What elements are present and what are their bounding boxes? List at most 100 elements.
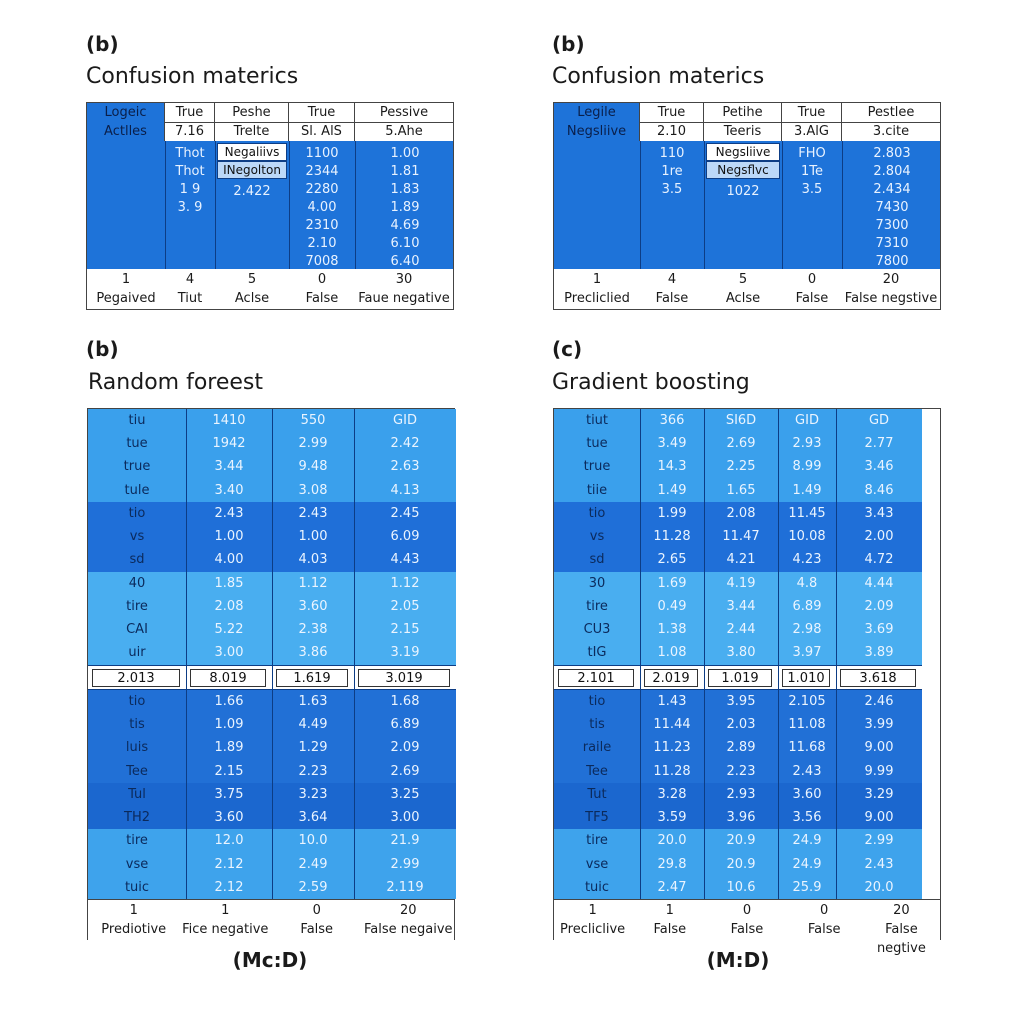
- table-cell: 2.98: [792, 622, 822, 638]
- matrix-column: 1022: [706, 183, 780, 201]
- footer-label: Precliclive: [560, 922, 626, 937]
- matrix-footer: 1 Pegaived 4 Tiut 5 Aclse 0 False 30 Faue neg…: [87, 269, 453, 309]
- matrix-cell: 3.5: [801, 182, 823, 197]
- row-label: tIG: [587, 645, 607, 661]
- row-label: vs: [129, 529, 145, 545]
- table-row: tio 1.43 3.95 2.105 2.46: [554, 689, 922, 714]
- footer-label: False: [655, 291, 689, 306]
- matrix-box: Negsflvc: [706, 161, 780, 179]
- row-label: luis: [125, 740, 149, 756]
- table-row: tIG 1.08 3.80 3.97 3.89: [554, 641, 922, 665]
- table-cell: 9.00: [864, 810, 894, 826]
- table-cell: 3.60: [792, 786, 822, 802]
- row-label: 30: [588, 575, 606, 591]
- table-cell: 2.89: [726, 740, 756, 756]
- row-label: tiut: [585, 413, 609, 428]
- table-cell: 1.69: [657, 575, 687, 591]
- table-cell: 2.105: [788, 693, 826, 709]
- table-cell: 1942: [212, 436, 246, 452]
- matrix-cell: 1.89: [390, 200, 420, 215]
- matrix-cell: 2.804: [873, 164, 911, 179]
- table-cell: 2.44: [726, 622, 756, 638]
- footer-label: False negtive: [876, 922, 926, 956]
- table-cell: GD: [868, 413, 890, 428]
- table-cell: 1.66: [214, 693, 244, 709]
- row-label: tis: [129, 717, 145, 733]
- table-cell: 3.64: [298, 810, 328, 826]
- footer-number: 1: [665, 903, 674, 918]
- row-label: Tut: [587, 786, 607, 802]
- footer-number: 4: [667, 272, 677, 287]
- column-divider: [778, 409, 779, 899]
- table-cell: 2.59: [298, 879, 328, 895]
- table-cell: 5.22: [214, 622, 244, 638]
- table-cell: 3.89: [864, 645, 894, 661]
- row-label: tue: [126, 436, 148, 452]
- matrix-cell: 7008: [305, 254, 339, 269]
- row-label: tuic: [124, 879, 150, 895]
- matrix-cell: 2344: [305, 164, 339, 179]
- footer-label: False: [653, 922, 687, 937]
- header-cell: Legile: [554, 103, 640, 122]
- table-cell: 3.86: [298, 645, 328, 661]
- matrix-cell: FHO: [798, 146, 826, 161]
- panel-label: (b): [86, 337, 119, 361]
- table-cell: 3.96: [726, 810, 756, 826]
- row-label: tiu: [128, 413, 146, 428]
- footer-label: Fice negative: [182, 922, 269, 937]
- table-cell: 11.28: [653, 763, 691, 779]
- table-cell: 2.12: [214, 879, 244, 895]
- table-cell: 4.19: [726, 575, 756, 591]
- table-cell: 11.44: [653, 717, 691, 733]
- table-cell: 11.08: [788, 717, 826, 733]
- table-cell: 20.0: [864, 879, 894, 895]
- row-label: 40: [128, 575, 146, 591]
- matrix-cell: 3.5: [661, 182, 683, 197]
- matrix-column: FHO 1Te 3.5: [784, 145, 840, 199]
- column-divider: [354, 409, 355, 899]
- table-cell: 1.00: [298, 529, 328, 545]
- row-label: CAI: [126, 622, 148, 638]
- matrix-body: Thot Thot 1 9 3. 9 Negaliivs INegolton 2…: [87, 141, 453, 269]
- matrix-cell: 1re: [661, 164, 683, 179]
- table-cell: 2.25: [726, 459, 756, 475]
- header-cell: Petihe: [704, 103, 782, 122]
- panel-title: Random foreest: [88, 370, 264, 395]
- matrix-cell: 7800: [875, 254, 909, 269]
- highlight-cell: 2.019: [644, 669, 698, 688]
- table-cell: 25.9: [792, 879, 822, 895]
- table-row: vs 11.28 11.47 10.08 2.00: [554, 525, 922, 549]
- table-cell: 3.46: [864, 459, 894, 475]
- table-cell: 2.49: [298, 856, 328, 872]
- row-label: vs: [589, 529, 605, 545]
- header-cell: Sl. AlS: [289, 122, 355, 141]
- table-cell: 2.43: [792, 763, 822, 779]
- matrix-box: Negaliivs: [217, 143, 287, 161]
- table-cell: 2.93: [726, 786, 756, 802]
- table-cell: GID: [393, 413, 417, 428]
- table-cell: 3.29: [864, 786, 894, 802]
- table-cell: 2.05: [390, 598, 420, 614]
- table-cell: 2.09: [390, 740, 420, 756]
- table-cell: 1.00: [214, 529, 244, 545]
- table-cell: 11.28: [653, 529, 691, 545]
- table-row: tis 11.44 2.03 11.08 3.99: [554, 713, 922, 737]
- header-cell: True: [782, 103, 842, 122]
- table-row: true 14.3 2.25 8.99 3.46: [554, 455, 922, 479]
- table-cell: 2.69: [726, 436, 756, 452]
- matrix-cell: 7300: [875, 218, 909, 233]
- footer-label: False negstive: [844, 291, 938, 306]
- table-cell: 8.99: [792, 459, 822, 475]
- table-cell: 2.43: [298, 505, 328, 521]
- footer-number: 20: [893, 903, 910, 918]
- header-cell: Trelte: [215, 122, 289, 141]
- footer-number: 0: [312, 903, 321, 918]
- footer-number: 20: [399, 903, 417, 918]
- table-cell: 2.65: [657, 552, 687, 568]
- table-cell: 1.65: [726, 482, 756, 498]
- table-cell: 4.8: [796, 575, 818, 591]
- table-row: tio 1.99 2.08 11.45 3.43: [554, 501, 922, 526]
- table-cell: 2.99: [390, 856, 420, 872]
- table-cell: 24.9: [792, 833, 822, 849]
- table-cell: 2.03: [726, 717, 756, 733]
